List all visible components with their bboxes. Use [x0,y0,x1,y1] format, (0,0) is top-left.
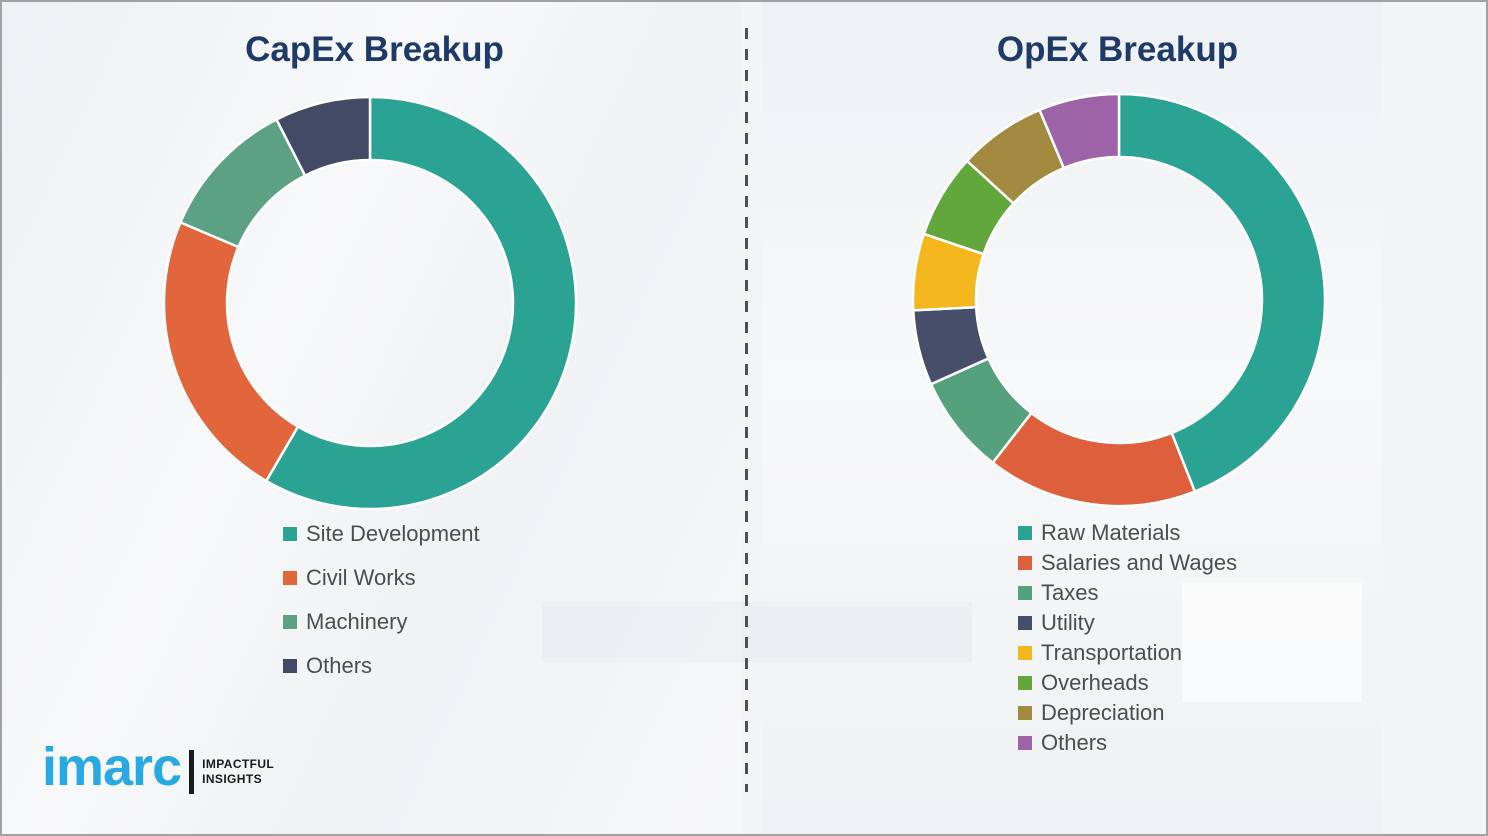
legend-swatch-icon [1018,586,1032,600]
capex-chart-title: CapEx Breakup [245,30,504,69]
legend-swatch-icon [283,527,297,541]
donut-segment-raw-materials [1117,92,1327,494]
legend-swatch-icon [1018,526,1032,540]
legend-label: Overheads [1041,670,1149,695]
legend-item-salaries-and-wages: Salaries and Wages [1018,548,1237,578]
legend-swatch-icon [283,571,297,585]
imarc-logo: imarc IMPACTFUL INSIGHTS [42,738,274,796]
capex-legend: Site Development Civil Works Machinery Othe… [283,512,480,688]
imarc-tagline-line2: INSIGHTS [202,772,262,786]
imarc-tagline-line1: IMPACTFUL [202,757,275,771]
legend-label: Utility [1041,610,1095,635]
legend-swatch-icon [1018,736,1032,750]
donut-segment-others [1037,92,1121,170]
donut-segment-site-development [264,95,578,511]
legend-label: Others [1041,730,1108,755]
legend-item-others: Others [283,644,480,688]
opex-legend: Raw Materials Salaries and Wages Taxes Util… [1018,518,1237,758]
legend-item-taxes: Taxes [1018,578,1237,608]
capex-donut-chart [162,95,578,511]
legend-swatch-icon [1018,616,1032,630]
legend-swatch-icon [1018,646,1032,660]
legend-swatch-icon [1018,556,1032,570]
imarc-logo-wordmark: imarc [42,737,182,797]
donut-segment-salaries-and-wages [990,411,1197,508]
legend-item-transportation: Transportation [1018,638,1237,668]
legend-label: Transportation [1041,640,1183,665]
legend-item-overheads: Overheads [1018,668,1237,698]
legend-swatch-icon [283,659,297,673]
legend-item-others: Others [1018,728,1237,758]
legend-label: Machinery [306,609,408,634]
legend-swatch-icon [1018,676,1032,690]
donut-segment-civil-works [162,220,300,483]
legend-item-machinery: Machinery [283,600,480,644]
background-block [542,602,972,662]
legend-swatch-icon [283,615,297,629]
legend-label: Others [306,653,373,678]
legend-label: Civil Works [306,565,416,590]
legend-label: Taxes [1041,580,1099,605]
legend-label: Site Development [306,521,480,546]
legend-label: Salaries and Wages [1041,550,1238,575]
legend-item-site-development: Site Development [283,512,480,556]
imarc-logo-divider-bar [189,750,195,794]
imarc-logo-tagline: IMPACTFUL INSIGHTS [202,757,274,787]
vertical-dashed-divider [745,28,748,792]
opex-chart-title: OpEx Breakup [996,30,1239,69]
legend-item-depreciation: Depreciation [1018,698,1237,728]
legend-swatch-icon [1018,706,1032,720]
legend-item-utility: Utility [1018,608,1237,638]
legend-label: Depreciation [1041,700,1165,725]
legend-item-raw-materials: Raw Materials [1018,518,1237,548]
donut-segment-others [274,95,372,178]
opex-donut-chart [911,92,1327,508]
legend-label: Raw Materials [1041,520,1181,545]
legend-item-civil-works: Civil Works [283,556,480,600]
